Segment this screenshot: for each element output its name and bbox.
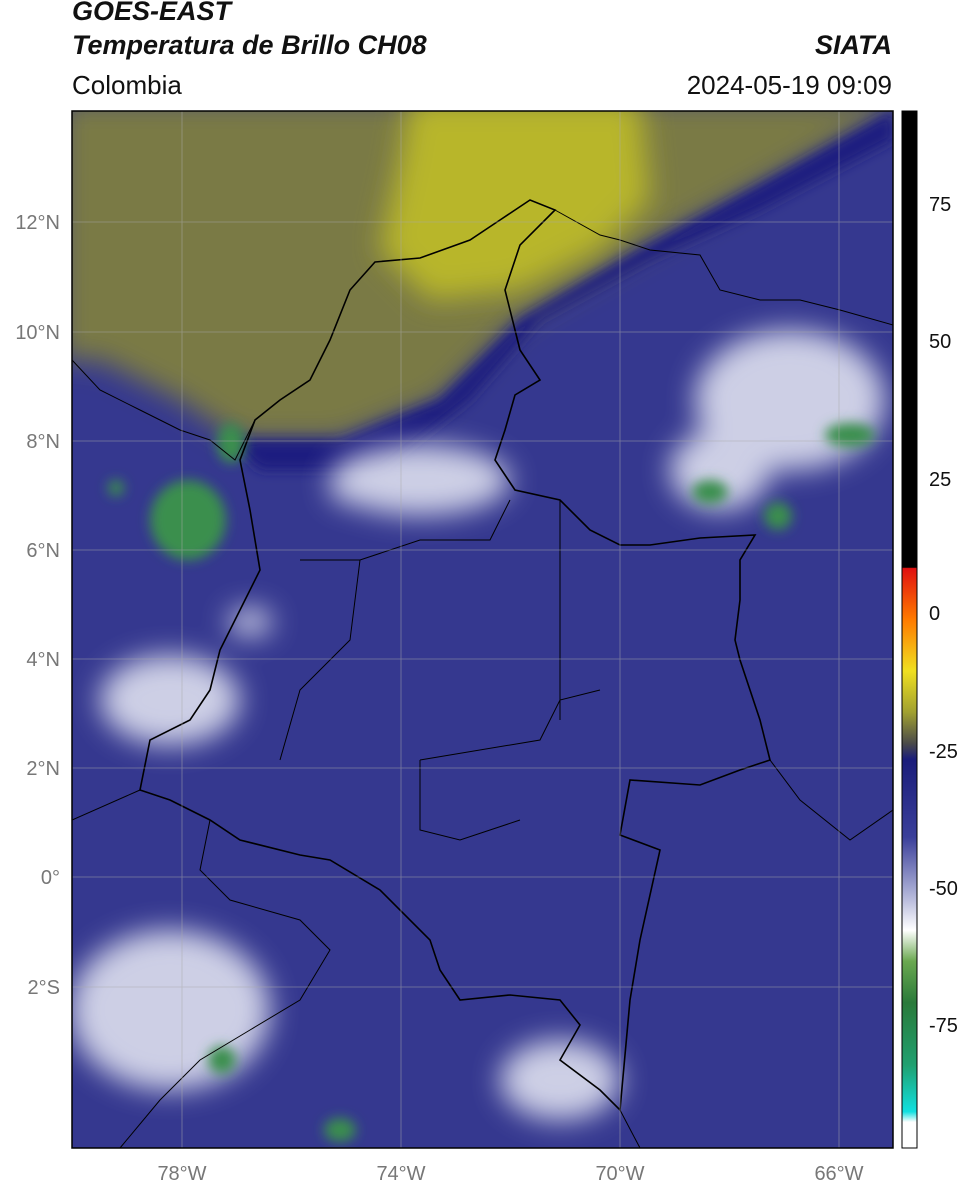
lat-tick-10n: 10°N: [15, 322, 60, 344]
lon-tick-66w: 66°W: [814, 1163, 863, 1185]
cloud-sw: [72, 930, 270, 1090]
colorbar-tick-neg25: -25: [929, 741, 958, 763]
internal-lines: [279, 499, 601, 841]
colorbar-tick-25: 25: [929, 469, 951, 491]
lat-tick-0: 0°: [41, 867, 60, 889]
product-title: Temperatura de Brillo CH08: [72, 30, 427, 60]
region-label: Colombia: [72, 70, 182, 100]
map-imagery: [72, 111, 893, 1148]
datetime-label: 2024-05-19 09:09: [686, 70, 892, 100]
convection-cell-s: [324, 1118, 356, 1142]
dry-core-region: [380, 111, 650, 300]
satellite-title: GOES-EAST: [72, 0, 232, 26]
colorbar-tick-labels: 75 50 25 0 -25 -50 -75: [929, 194, 958, 1037]
colorbar-tick-75: 75: [929, 194, 951, 216]
ecuador-peru-border: [72, 789, 331, 1148]
panama-coast: [72, 359, 256, 461]
convection-cell-large: [150, 480, 226, 560]
lat-tick-4n: 4°N: [26, 649, 60, 671]
colorbar: [901, 110, 918, 1149]
colorbar-tick-neg75: -75: [929, 1015, 958, 1037]
convection-cell-sw: [208, 1046, 236, 1074]
lon-tick-70w: 70°W: [595, 1163, 644, 1185]
lat-tick-12n: 12°N: [15, 212, 60, 234]
lon-tick-74w: 74°W: [376, 1163, 425, 1185]
venezuela-coast: [554, 209, 893, 326]
cloud-pacific: [100, 655, 240, 745]
cloud-small-1: [228, 608, 272, 636]
convection-cell-east: [764, 502, 792, 530]
cloud-band-center: [330, 445, 510, 515]
colombia-border: [139, 199, 771, 1112]
colorbar-tick-50: 50: [929, 331, 951, 353]
lon-tick-78w: 78°W: [157, 1163, 206, 1185]
convection-cell-small: [108, 480, 124, 496]
colorbar-tick-0: 0: [929, 603, 940, 625]
cloud-small-2: [330, 472, 374, 504]
agency-label: SIATA: [815, 30, 892, 60]
lat-tick-8n: 8°N: [26, 431, 60, 453]
cloud-south: [500, 1040, 620, 1120]
lat-tick-6n: 6°N: [26, 540, 60, 562]
lat-tick-2s: 2°S: [28, 977, 60, 999]
lat-tick-2n: 2°N: [26, 758, 60, 780]
brazil-border: [619, 759, 893, 1148]
lon-tick-labels: 78°W 74°W 70°W 66°W: [157, 1163, 863, 1185]
colorbar-tick-neg50: -50: [929, 878, 958, 900]
graticule: [72, 111, 893, 1148]
map-frame: [71, 110, 894, 1149]
convection-cell-east-2: [692, 480, 728, 504]
lat-tick-labels: 12°N 10°N 8°N 6°N 4°N 2°N 0° 2°S: [15, 212, 60, 999]
convection-cell-ne: [825, 423, 875, 447]
